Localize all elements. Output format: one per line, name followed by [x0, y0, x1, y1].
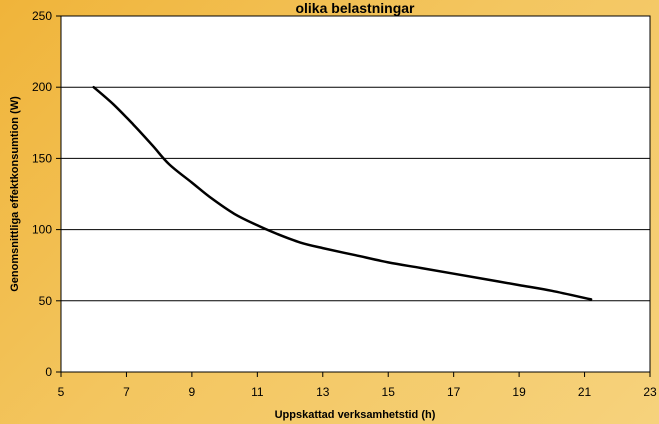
series-line [92, 85, 593, 301]
y-tick-label: 50 [39, 294, 53, 308]
chart-title: olika belastningar [295, 0, 415, 16]
x-tick-label: 21 [578, 385, 592, 399]
y-tick-label: 150 [32, 151, 52, 165]
x-tick-label: 5 [58, 385, 65, 399]
x-tick-label: 15 [382, 385, 396, 399]
gridlines [61, 86, 650, 302]
y-axis-label: Genomsnittliga effektkonsumtion (W) [9, 96, 21, 292]
y-tick-label: 0 [45, 365, 52, 379]
plot-area [60, 15, 651, 373]
y-tick-label: 250 [32, 9, 52, 23]
x-tick-label: 11 [251, 385, 264, 399]
x-tick-label: 19 [512, 385, 526, 399]
x-tick-label: 7 [123, 385, 130, 399]
x-tick-label: 9 [189, 385, 196, 399]
x-tick-label: 17 [447, 385, 461, 399]
y-tick-label: 100 [32, 223, 52, 237]
axis-ticks: 0 50 100 150 200 250 5 7 9 11 13 15 17 19 21 23 [32, 9, 657, 399]
x-tick-label: 23 [643, 385, 657, 399]
x-axis-label: Uppskattad verksamhetstid (h) [275, 409, 436, 421]
y-tick-label: 200 [32, 80, 52, 94]
x-tick-label: 13 [316, 385, 330, 399]
